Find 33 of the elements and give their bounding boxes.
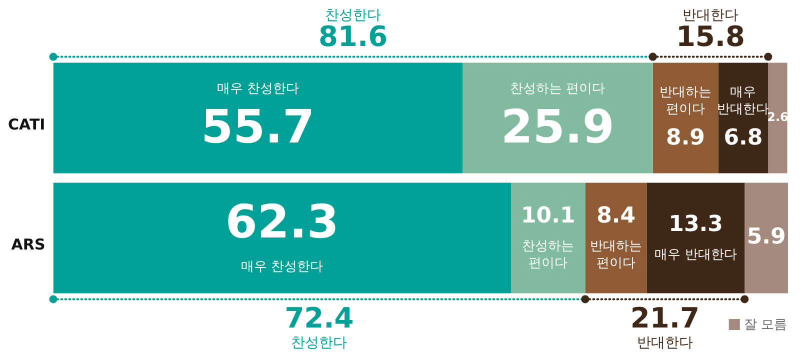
text: 찬성한다 — [291, 334, 348, 351]
data-label: 8.9 — [666, 126, 705, 151]
data-label: 8.4 — [596, 204, 636, 229]
bar — [585, 182, 647, 294]
series-label: 매우 찬성한다 — [216, 81, 299, 96]
text: 찬성하는 편이다 — [510, 81, 606, 96]
text: 반대한다 — [636, 334, 693, 351]
y-tick-label: ARS — [11, 235, 46, 254]
legend-label: 잘 모름 — [744, 317, 788, 332]
y-tick-label: CATI — [8, 115, 46, 134]
data-label: 6.8 — [724, 126, 763, 151]
data-label: 5.9 — [746, 224, 786, 250]
bar — [462, 62, 653, 174]
bar — [646, 182, 745, 294]
data-label: 13.3 — [668, 212, 723, 238]
bar — [53, 62, 463, 174]
annotation: 21.7 — [630, 301, 700, 334]
series-label: 반대하는 편이다 — [590, 238, 642, 271]
data-label: 2.6 — [767, 110, 788, 124]
data-label: 10.1 — [520, 204, 576, 229]
bar — [511, 182, 586, 294]
data-label: 25.9 — [500, 99, 614, 154]
series-label: 매우 반대한다 — [717, 84, 770, 117]
text: 반대하는 편이다 — [660, 84, 712, 117]
annotation: 72.4 — [284, 301, 354, 334]
data-label: 55.7 — [201, 99, 315, 154]
series-label: 찬성하는 편이다 — [522, 238, 574, 271]
text: 매우 찬성한다 — [241, 259, 324, 274]
bar — [744, 182, 788, 294]
data-label: 62.3 — [225, 194, 339, 248]
bar — [768, 62, 788, 174]
bar — [53, 182, 512, 294]
text: 매우 반대한다 — [654, 247, 737, 262]
